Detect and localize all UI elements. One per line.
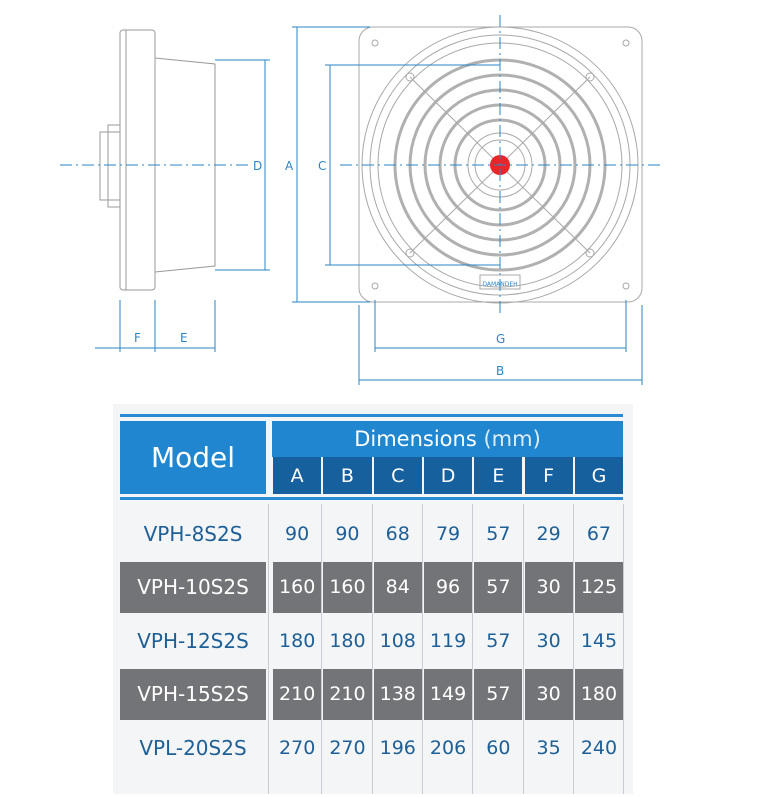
table-row: VPH-8S2S 90 90 68 79 57 29 67 xyxy=(113,508,633,560)
column-header-c: C xyxy=(373,457,422,494)
dimension-value-e: 57 xyxy=(486,629,511,652)
dimension-value-f: 30 xyxy=(524,561,573,613)
column-header-a: A xyxy=(273,457,322,494)
side-view xyxy=(60,29,250,291)
dimension-value-f: 30 xyxy=(536,629,561,652)
dimensions-label: Dimensions xyxy=(354,427,477,451)
column-divider xyxy=(522,504,524,794)
column-header-e: E xyxy=(474,457,523,494)
unit-label: (mm) xyxy=(483,427,541,451)
model-name: VPH-8S2S xyxy=(143,521,243,546)
dim-label-f: F xyxy=(134,331,141,345)
technical-drawing: D F E DAMANDEH A C G B xyxy=(60,15,660,385)
dimension-value-e: 60 xyxy=(486,736,511,759)
dim-label-c: C xyxy=(318,159,326,173)
dimension-value-b: 180 xyxy=(329,629,366,652)
dim-label-e: E xyxy=(180,331,188,345)
column-divider xyxy=(268,504,269,794)
divider xyxy=(120,414,623,417)
dimension-value-a: 90 xyxy=(285,522,310,545)
dimension-value-b: 270 xyxy=(329,736,366,759)
model-name: VPH-10S2S xyxy=(120,561,266,613)
dimension-value-b: 90 xyxy=(335,522,360,545)
column-divider xyxy=(472,504,474,794)
column-header-b: B xyxy=(323,457,372,494)
dim-label-b: B xyxy=(496,364,504,378)
dimension-value-d: 149 xyxy=(423,668,473,720)
column-header-d: D xyxy=(423,457,473,494)
dimensions-table: Model Dimensions (mm) A B C D E F G VPH-8S2S 90 9… xyxy=(113,404,633,794)
dimension-value-f: 29 xyxy=(536,522,561,545)
dim-label-g: G xyxy=(496,332,505,346)
dimension-value-g: 180 xyxy=(574,668,624,720)
side-dimensions xyxy=(95,59,270,352)
dimension-value-c: 196 xyxy=(379,736,416,759)
model-name: VPH-12S2S xyxy=(137,628,249,653)
dimension-value-e: 57 xyxy=(474,561,523,613)
column-header-g: G xyxy=(574,457,624,494)
dimension-value-b: 160 xyxy=(323,561,372,613)
dimension-value-g: 240 xyxy=(580,736,618,759)
dim-label-d: D xyxy=(253,159,262,173)
dimension-value-g: 125 xyxy=(574,561,624,613)
column-divider xyxy=(623,504,625,794)
table-row: VPH-12S2S 180 180 108 119 57 30 145 xyxy=(113,615,633,667)
dimension-value-b: 210 xyxy=(323,668,372,720)
table-row: VPH-10S2S 160 160 84 96 57 30 125 xyxy=(113,561,633,613)
dimension-value-d: 79 xyxy=(435,522,461,545)
dimension-value-c: 108 xyxy=(379,629,416,652)
dimension-value-a: 180 xyxy=(279,629,316,652)
dimension-value-d: 119 xyxy=(429,629,467,652)
dimension-value-a: 160 xyxy=(273,561,322,613)
column-divider xyxy=(371,504,373,794)
table-row: VPL-20S2S 270 270 196 206 60 35 240 xyxy=(113,722,633,774)
dimension-value-f: 35 xyxy=(536,736,561,759)
dimension-value-c: 68 xyxy=(385,522,410,545)
dimension-value-a: 270 xyxy=(279,736,316,759)
dimension-value-e: 57 xyxy=(486,522,511,545)
dimensions-header: Dimensions (mm) xyxy=(272,421,623,457)
dimension-value-d: 96 xyxy=(423,561,473,613)
dimension-value-c: 84 xyxy=(373,561,422,613)
dimension-value-f: 30 xyxy=(524,668,573,720)
column-divider xyxy=(421,504,423,794)
model-header: Model xyxy=(120,421,266,494)
dimension-value-g: 145 xyxy=(580,629,618,652)
column-header-f: F xyxy=(524,457,573,494)
model-name: VPH-15S2S xyxy=(120,668,266,720)
model-name: VPL-20S2S xyxy=(139,735,247,760)
divider xyxy=(120,497,623,500)
dimension-value-e: 57 xyxy=(474,668,523,720)
front-dimensions xyxy=(292,15,660,385)
dimension-value-a: 210 xyxy=(273,668,322,720)
dimension-value-g: 67 xyxy=(586,522,612,545)
column-divider xyxy=(572,504,574,794)
column-divider xyxy=(321,504,323,794)
table-row: VPH-15S2S 210 210 138 149 57 30 180 xyxy=(113,668,633,720)
dimension-value-d: 206 xyxy=(429,736,467,759)
dim-label-a: A xyxy=(285,159,294,173)
dimension-value-c: 138 xyxy=(373,668,422,720)
